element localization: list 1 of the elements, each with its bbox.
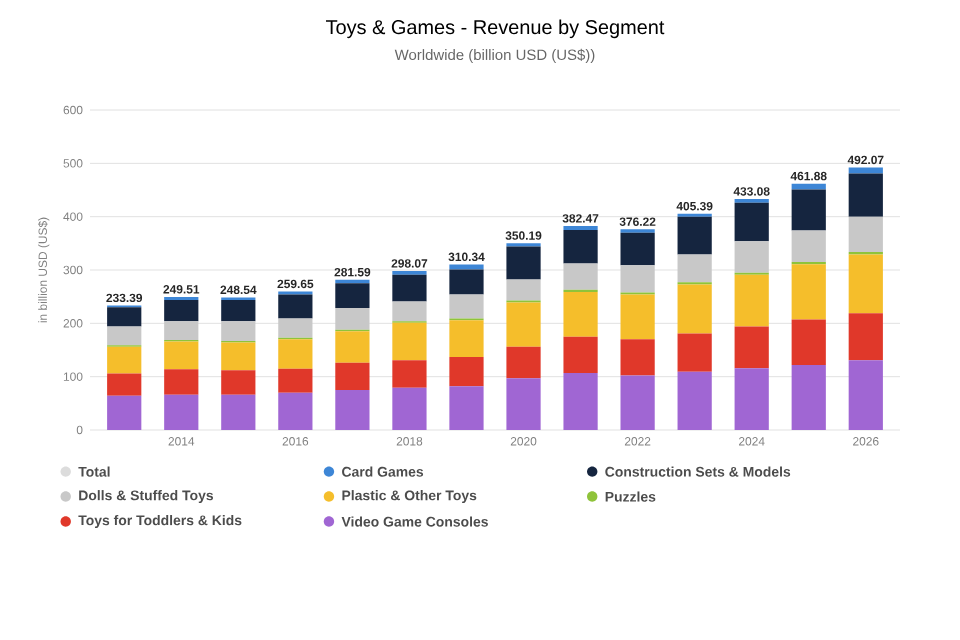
chart-title: Toys & Games - Revenue by Segment [326,19,665,39]
